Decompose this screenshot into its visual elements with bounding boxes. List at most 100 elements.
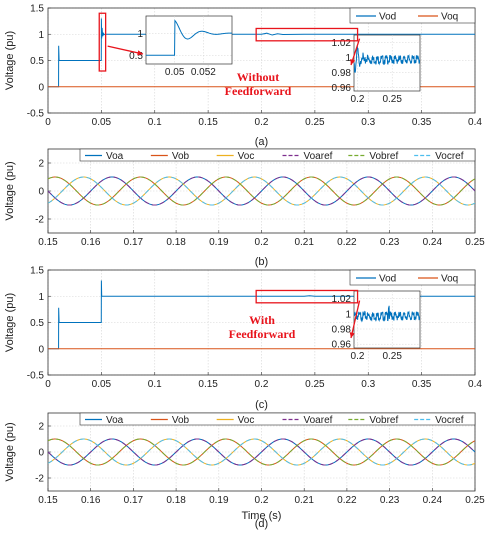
inset-x-tick-label: 0.05	[165, 67, 185, 78]
panel-caption: (c)	[255, 399, 268, 411]
annotation-text: With	[249, 313, 275, 327]
y-tick-label: 0	[38, 344, 44, 355]
legend-label: Voq	[441, 274, 458, 285]
series-line-voa	[48, 176, 475, 206]
x-tick-label: 0.4	[468, 379, 482, 390]
x-tick-label: 0.25	[465, 237, 485, 248]
zoom-highlight-box	[255, 27, 359, 42]
inset-y-tick-label: 1.02	[332, 38, 352, 49]
legend-label: Voa	[106, 415, 124, 426]
x-axis-label: Time (s)	[242, 510, 282, 522]
panel-a: 0 0.05 0.1 0.15 0.2 0.25 0.3 0.35 0.4-0.500.511.…	[4, 4, 482, 149]
x-tick-label: 0.15	[198, 117, 218, 128]
annotation-text: Without	[237, 70, 279, 84]
x-tick-label: 0.18	[166, 237, 186, 248]
legend-label: Vob	[172, 151, 190, 162]
y-tick-label: 0.5	[30, 318, 44, 329]
x-tick-label: 0.25	[465, 495, 485, 506]
inset-y-tick-label: 0.98	[332, 68, 352, 79]
x-tick-label: 0.25	[305, 117, 325, 128]
y-tick-label: 0	[38, 187, 44, 198]
y-tick-label: 1.5	[30, 4, 44, 15]
legend-label: Vod	[379, 274, 396, 285]
y-axis-label: Voltage (pu)	[4, 31, 16, 90]
x-tick-label: 0.35	[412, 117, 432, 128]
y-tick-label: 0	[38, 82, 44, 93]
y-tick-label: 1	[38, 292, 44, 303]
series-line-vocref	[48, 438, 475, 466]
x-tick-label: 0.15	[198, 379, 218, 390]
series-line-voaref	[48, 438, 475, 466]
zoom-highlight-box	[255, 289, 359, 304]
x-tick-label: 0.18	[166, 495, 186, 506]
x-tick-label: 0	[45, 379, 51, 390]
x-tick-label: 0.05	[92, 117, 112, 128]
legend-label: Vobref	[369, 415, 398, 426]
series-line-vocref	[48, 176, 475, 206]
y-tick-label: 1.5	[30, 266, 44, 277]
y-tick-label: 2	[38, 422, 44, 433]
x-tick-label: 0.16	[81, 495, 101, 506]
panel-d: 0.15 0.16 0.17 0.18 0.19 0.2 0.21 0.22 0.23 0.24 0…	[4, 412, 485, 530]
legend-label: Voq	[441, 12, 458, 23]
inset-y-tick-label: 0.98	[332, 325, 352, 336]
zoom-arrow	[350, 300, 361, 339]
inset-y-tick-label: 0.5	[129, 51, 143, 62]
x-tick-label: 0.2	[255, 379, 269, 390]
inset-frame	[145, 15, 233, 65]
plot-frame	[47, 269, 476, 376]
x-tick-label: 0.19	[209, 495, 229, 506]
legend-label: Vocref	[435, 415, 464, 426]
x-tick-label: 0.21	[294, 495, 314, 506]
inset-y-tick-label: 1	[345, 53, 351, 64]
x-tick-label: 0.3	[361, 117, 375, 128]
inset-y-tick-label: 1.02	[332, 294, 352, 305]
legend-label: Vocref	[435, 151, 464, 162]
y-tick-label: 2	[38, 159, 44, 170]
legend-label: Vobref	[369, 151, 398, 162]
y-tick-label: -0.5	[27, 109, 45, 120]
y-tick-label: -0.5	[27, 371, 45, 382]
x-tick-label: 0.2	[255, 495, 269, 506]
legend-box	[349, 269, 476, 286]
x-tick-label: 0.25	[305, 379, 325, 390]
x-tick-label: 0.23	[380, 495, 400, 506]
x-tick-label: 0.15	[38, 495, 58, 506]
x-tick-label: 0.35	[412, 379, 432, 390]
legend-label: Voaref	[304, 415, 333, 426]
inset-y-tick-label: 1	[345, 309, 351, 320]
x-tick-label: 0.4	[468, 117, 482, 128]
inset-y-tick-label: 0.96	[332, 340, 352, 351]
x-tick-label: 0.17	[124, 237, 144, 248]
legend-label: Vod	[379, 12, 396, 23]
inset-trace	[354, 305, 420, 323]
y-axis-label: Voltage (pu)	[4, 161, 16, 220]
legend-box	[79, 412, 476, 426]
x-tick-label: 0.19	[209, 237, 229, 248]
series-line-vobref	[48, 438, 475, 466]
panel-b: 0.15 0.16 0.17 0.18 0.19 0.2 0.21 0.22 0.23 0.24 0…	[4, 148, 485, 268]
x-tick-label: 0.2	[255, 117, 269, 128]
zoom-highlight-box	[98, 12, 107, 72]
inset-frame	[353, 290, 421, 349]
panel-caption: (b)	[255, 256, 268, 268]
x-tick-label: 0.23	[380, 237, 400, 248]
series-line-vod	[48, 280, 475, 350]
x-tick-label: 0.21	[294, 237, 314, 248]
y-axis-label: Voltage (pu)	[4, 293, 16, 352]
plot-frame	[47, 7, 476, 114]
x-tick-label: 0.15	[38, 237, 58, 248]
zoom-arrow-head	[350, 59, 356, 65]
zoom-arrow	[107, 45, 144, 55]
zoom-arrow-head	[137, 50, 143, 56]
y-tick-label: 1	[38, 30, 44, 41]
legend-label: Voc	[238, 415, 255, 426]
series-line-vod	[48, 18, 475, 88]
x-tick-label: 0.2	[255, 237, 269, 248]
panel-caption: (a)	[255, 136, 268, 148]
x-tick-label: 0.22	[337, 237, 357, 248]
inset-y-tick-label: 0.96	[332, 83, 352, 94]
inset-x-tick-label: 0.2	[351, 94, 365, 105]
x-tick-label: 0.1	[148, 117, 162, 128]
